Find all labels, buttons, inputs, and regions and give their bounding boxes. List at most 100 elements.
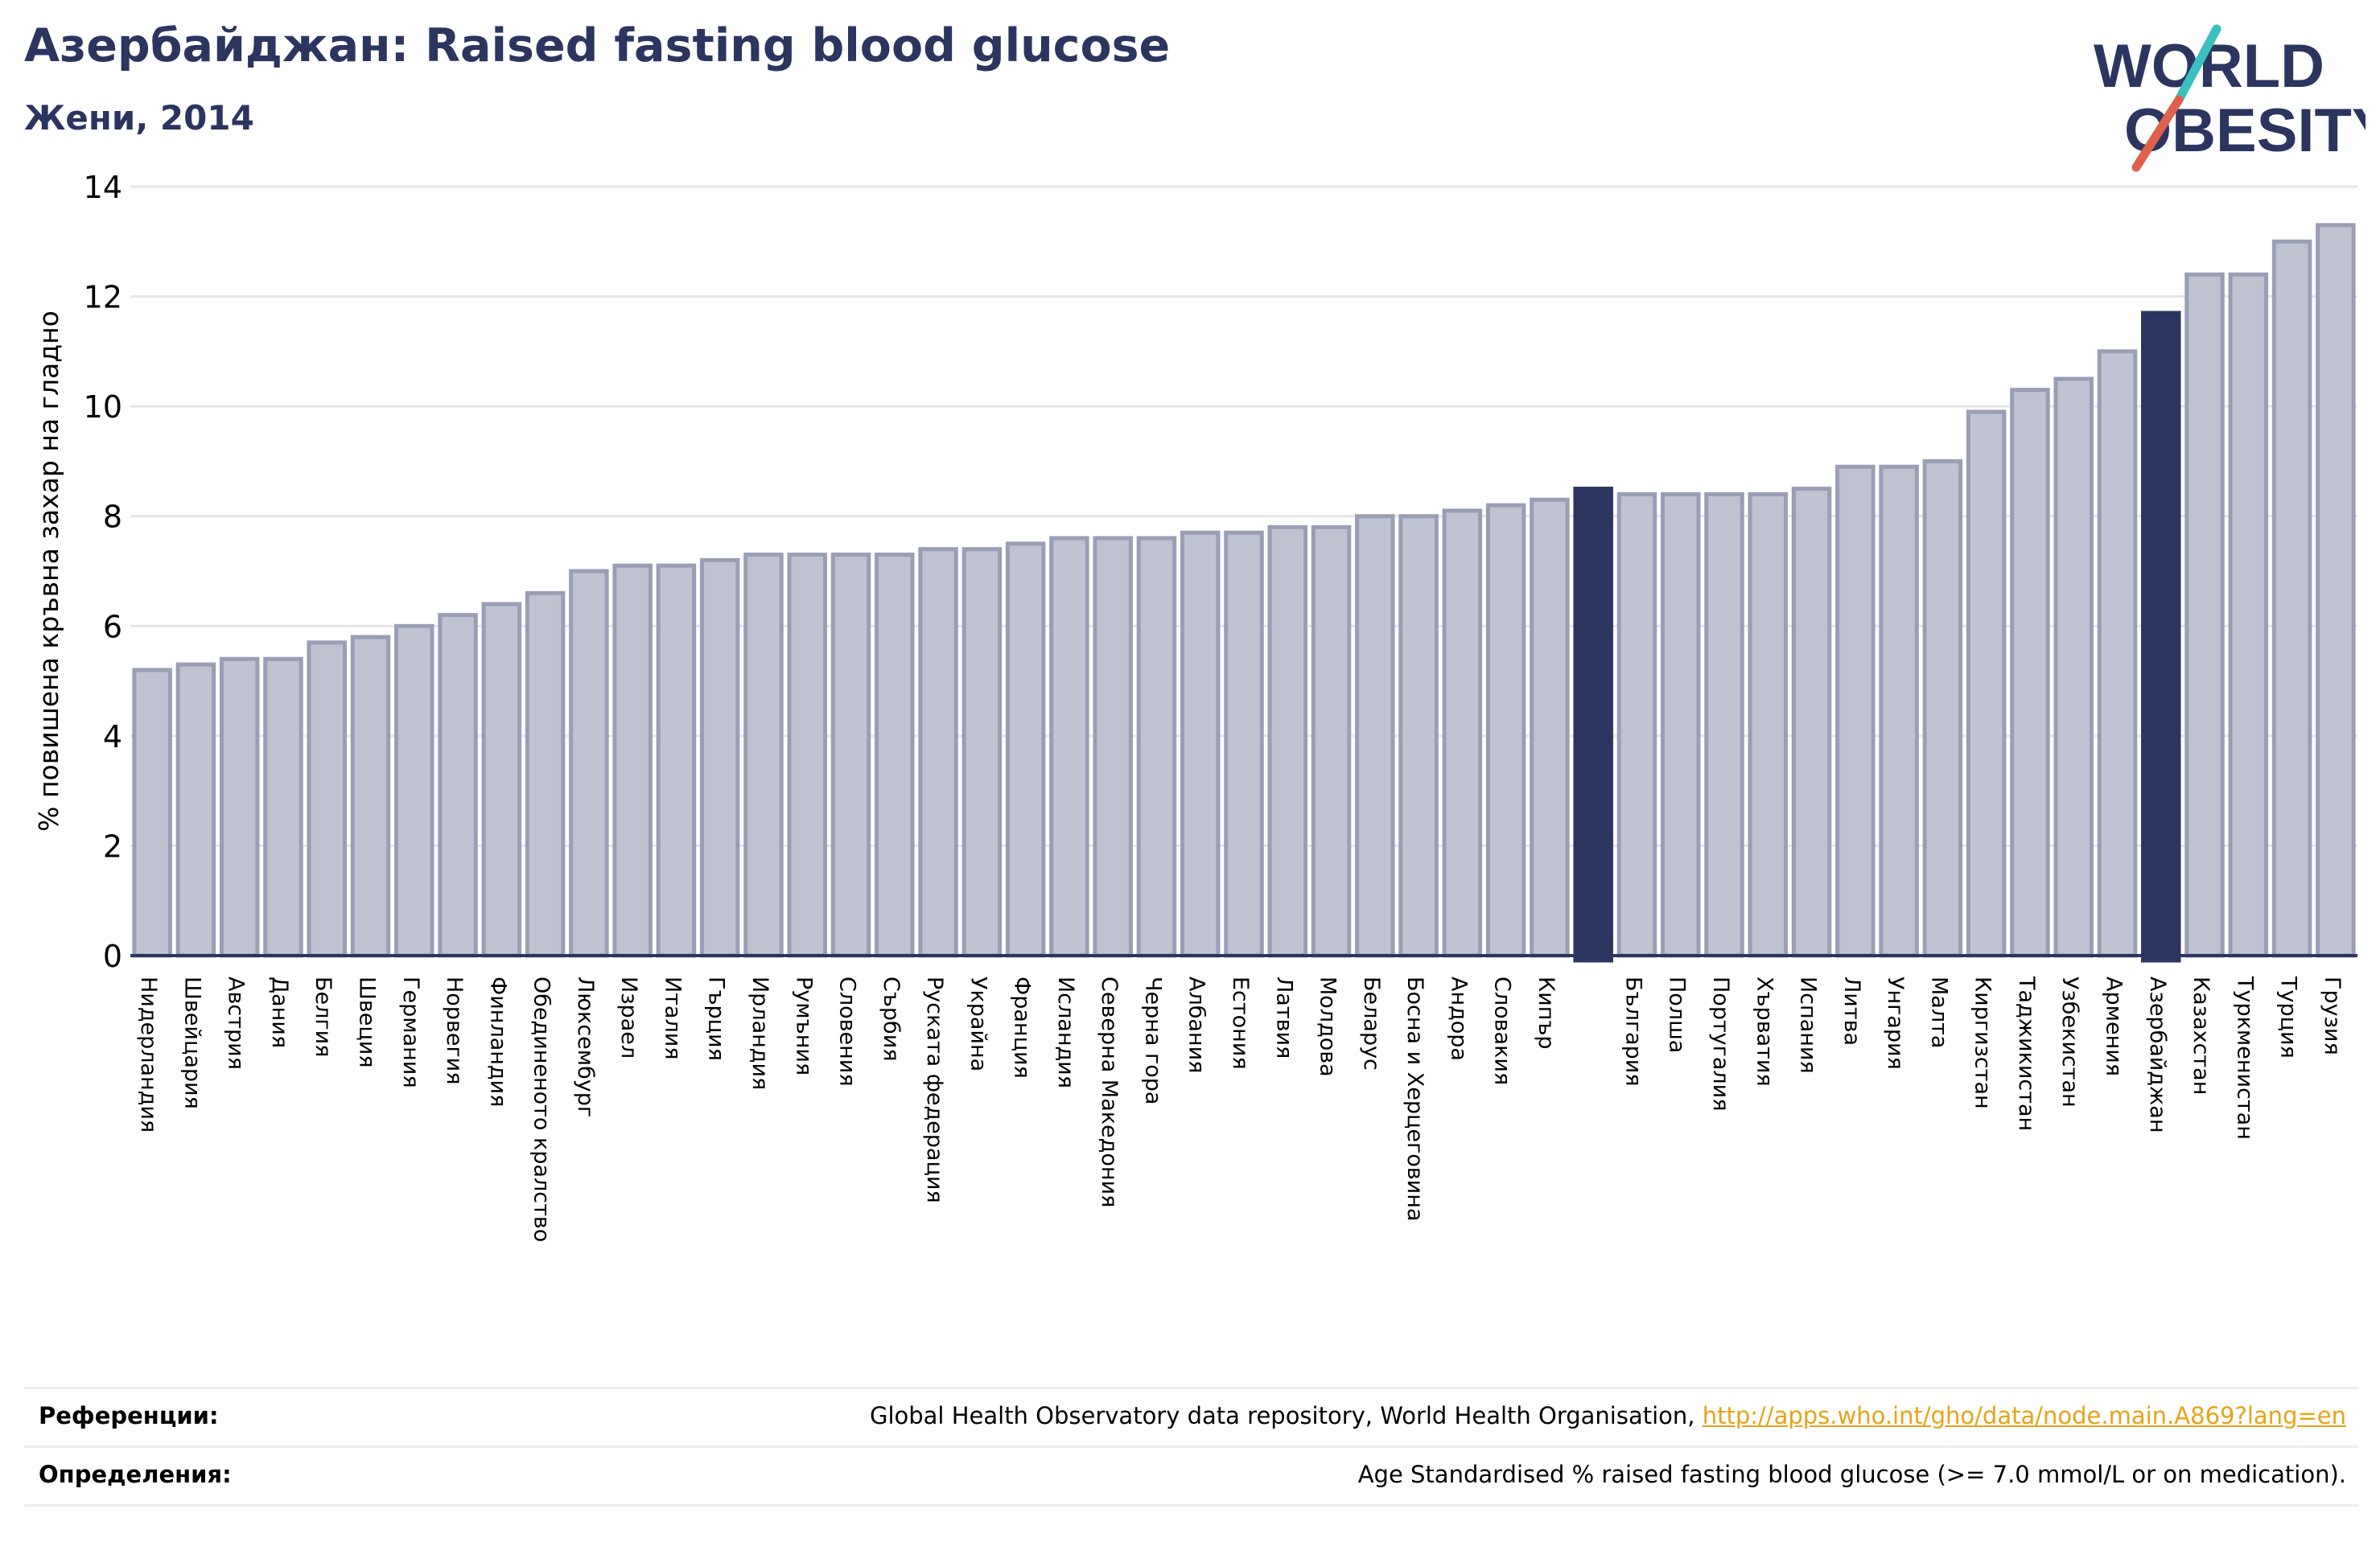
bar bbox=[1573, 487, 1613, 963]
y-tick-label: 12 bbox=[84, 280, 122, 315]
bar bbox=[961, 547, 1003, 958]
x-tick-label: Словакия bbox=[1490, 977, 1515, 1085]
x-tick-label: Азербайджан bbox=[2145, 977, 2170, 1133]
x-tick-label: Кипър bbox=[1534, 977, 1559, 1050]
x-tick-label: Германия bbox=[398, 977, 423, 1088]
x-tick-label: Словения bbox=[835, 977, 860, 1087]
bar bbox=[2097, 349, 2138, 958]
bar bbox=[1180, 530, 1221, 958]
logo-slash-teal bbox=[2174, 24, 2221, 105]
bar bbox=[1398, 514, 1439, 958]
references-link[interactable]: http://apps.who.int/gho/data/node.main.A… bbox=[1702, 1402, 2346, 1429]
bar bbox=[569, 569, 609, 958]
bar bbox=[1748, 491, 1789, 958]
references-table: Референции: Global Health Observatory da… bbox=[24, 1387, 2359, 1507]
x-tick-label: Португалия bbox=[1708, 977, 1733, 1111]
x-tick-label: Израел bbox=[616, 977, 641, 1059]
y-tick-label: 8 bbox=[103, 500, 122, 535]
bars bbox=[132, 223, 2356, 963]
bar bbox=[1093, 536, 1133, 958]
bar bbox=[132, 668, 172, 958]
bar bbox=[1311, 524, 1352, 958]
y-axis-label: % повишена кръвна захар на гладно bbox=[33, 310, 64, 832]
x-tick-label: Люксембург bbox=[573, 977, 598, 1117]
x-tick-label: Дания bbox=[267, 977, 292, 1048]
bar bbox=[1267, 524, 1308, 958]
x-tick-label: Албания bbox=[1184, 977, 1209, 1073]
bar bbox=[2141, 310, 2181, 963]
bar bbox=[875, 553, 915, 958]
definitions-text: Age Standardised % raised fasting blood … bbox=[1357, 1461, 2346, 1488]
bar bbox=[2184, 272, 2225, 958]
x-tick-label: Швеция bbox=[355, 977, 380, 1068]
x-tick-label: Молдова bbox=[1316, 977, 1340, 1077]
x-tick-label: Естония bbox=[1228, 977, 1253, 1070]
axes: 0 2 4 6 8 10 12 14 Нидерландия Швейцария Австрия Да… bbox=[33, 170, 2357, 1242]
x-tick-label: Гърция bbox=[704, 977, 729, 1061]
x-tick-label: Франция bbox=[1010, 977, 1035, 1079]
x-tick-label: Северна Македония bbox=[1097, 977, 1122, 1207]
bar bbox=[1616, 491, 1657, 958]
bar bbox=[1660, 491, 1701, 958]
x-tick-label: Малта bbox=[1926, 977, 1951, 1048]
bar bbox=[2010, 388, 2050, 958]
bar bbox=[1136, 536, 1177, 958]
bar bbox=[1224, 530, 1264, 958]
bar bbox=[1005, 541, 1046, 958]
x-tick-label: Черна гора bbox=[1140, 977, 1165, 1104]
bar bbox=[263, 656, 303, 958]
x-tick-label: Андора bbox=[1446, 977, 1471, 1061]
x-tick-label: Норвегия bbox=[442, 977, 467, 1084]
logo-slash-red bbox=[2131, 95, 2184, 172]
x-tick-label: България bbox=[1620, 977, 1645, 1087]
references-source-text: Global Health Observatory data repositor… bbox=[869, 1402, 1695, 1429]
x-tick-label: Латвия bbox=[1271, 977, 1296, 1059]
x-tick-label: Босна и Херцеговина bbox=[1402, 977, 1427, 1221]
references-row: Референции: Global Health Observatory da… bbox=[24, 1387, 2359, 1445]
x-tick-label: Италия bbox=[660, 977, 685, 1060]
x-tick-label: Узбекистан bbox=[2057, 977, 2082, 1108]
bar bbox=[481, 602, 522, 958]
y-tick-label: 6 bbox=[103, 609, 122, 644]
x-tick-label: Литва bbox=[1839, 977, 1864, 1046]
x-tick-label: Швейцария bbox=[179, 977, 204, 1109]
page-title: Азербайджан: Raised fasting blood glucos… bbox=[24, 19, 1171, 72]
bar bbox=[2271, 239, 2312, 958]
x-tick-label: Финландия bbox=[485, 977, 510, 1107]
x-tick-label: Сърбия bbox=[879, 977, 904, 1062]
x-tick-label: Армения bbox=[2101, 977, 2126, 1076]
bar bbox=[2053, 376, 2094, 958]
bar bbox=[656, 563, 697, 958]
bar bbox=[1355, 514, 1395, 958]
x-tick-label: Испания bbox=[1796, 977, 1821, 1074]
bar bbox=[350, 635, 391, 958]
x-tick-label: Нидерландия bbox=[136, 977, 161, 1133]
world-obesity-logo: WORLD OBESITY bbox=[2094, 24, 2366, 172]
bar bbox=[1530, 497, 1570, 958]
bar bbox=[175, 662, 216, 958]
y-tick-label: 4 bbox=[103, 719, 122, 755]
x-tick-label: Белгия bbox=[311, 977, 336, 1057]
bar bbox=[1879, 464, 1919, 958]
bar bbox=[1835, 464, 1876, 958]
y-tick-label: 10 bbox=[84, 389, 122, 425]
bar bbox=[2228, 272, 2269, 958]
x-tick-label: Турция bbox=[2276, 976, 2301, 1059]
x-tick-label: Грузия bbox=[2320, 977, 2345, 1055]
bar bbox=[438, 613, 478, 958]
x-tick-label: Киргизстан bbox=[1970, 977, 1995, 1109]
definitions-row: Определения: Age Standardised % raised f… bbox=[24, 1445, 2359, 1507]
x-tick-label: Руската федерация bbox=[922, 977, 947, 1203]
x-tick-label: Ирландия bbox=[747, 977, 772, 1090]
x-tick-label: Австрия bbox=[224, 977, 249, 1070]
bar bbox=[830, 553, 871, 958]
x-tick-label: Таджикистан bbox=[2014, 976, 2039, 1131]
bar bbox=[1442, 508, 1483, 958]
x-tick-label: Исландия bbox=[1053, 977, 1078, 1088]
page-subtitle: Жени, 2014 bbox=[24, 98, 254, 138]
references-label: Референции: bbox=[39, 1402, 219, 1429]
x-tick-label: Румъния bbox=[791, 977, 816, 1075]
x-tick-label: Унгария bbox=[1883, 977, 1908, 1070]
bar bbox=[307, 640, 347, 958]
bar bbox=[743, 553, 784, 958]
